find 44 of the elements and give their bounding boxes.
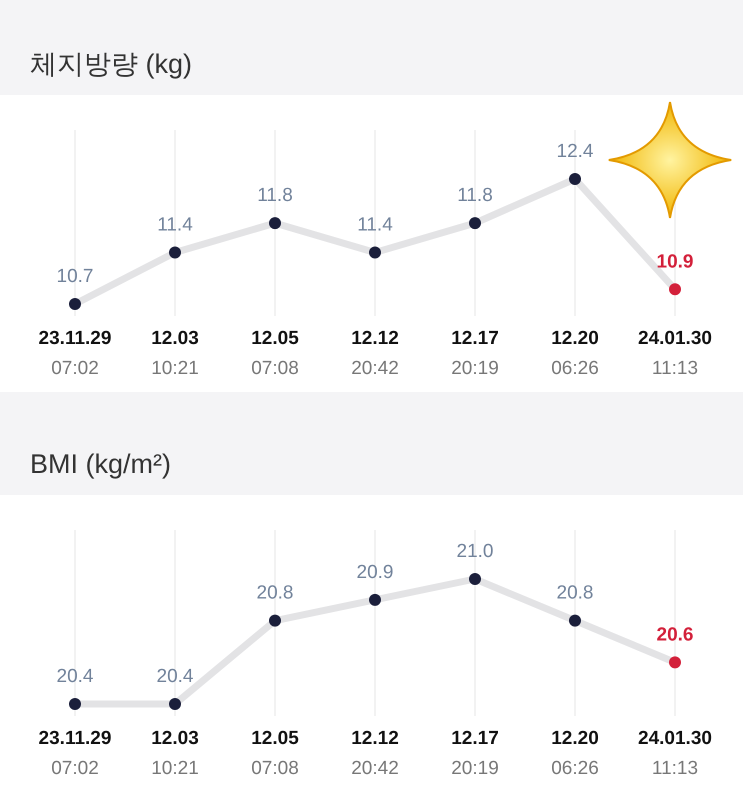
data-label: 20.8 bbox=[556, 582, 594, 604]
point bbox=[669, 656, 681, 668]
point bbox=[169, 698, 181, 710]
data-label: 20.6 bbox=[656, 624, 694, 646]
point bbox=[169, 246, 181, 259]
x-tick-label: 23.11.29 07:02 bbox=[38, 328, 112, 379]
x-tick-label: 12.12 20:42 bbox=[351, 328, 399, 379]
x-tick-label: 24.01.30 11:13 bbox=[638, 728, 712, 779]
x-tick-label: 12.20 06:26 bbox=[551, 728, 599, 779]
point bbox=[269, 217, 281, 230]
point bbox=[469, 217, 481, 230]
data-label: 10.9 bbox=[656, 251, 694, 272]
data-label: 20.9 bbox=[356, 562, 394, 583]
x-tick-label: 12.03 10:21 bbox=[151, 728, 199, 779]
data-label: 20.4 bbox=[156, 666, 194, 687]
data-label: 10.7 bbox=[56, 266, 94, 287]
chart-title: BMI (kg/m²) bbox=[30, 449, 171, 479]
x-tick-label: 23.11.29 07:02 bbox=[38, 728, 112, 779]
x-tick-label: 12.05 07:08 bbox=[251, 328, 300, 379]
chart-title: 체지방량 (kg) bbox=[30, 49, 192, 79]
point bbox=[669, 283, 681, 296]
data-label: 21.0 bbox=[456, 541, 494, 562]
data-label: 20.4 bbox=[56, 666, 94, 687]
data-label: 11.8 bbox=[457, 185, 493, 206]
data-label: 20.8 bbox=[256, 582, 294, 604]
x-tick-label: 12.17 20:19 bbox=[451, 728, 499, 779]
data-label: 12.4 bbox=[556, 141, 594, 162]
point bbox=[69, 298, 81, 310]
point bbox=[569, 614, 581, 627]
point bbox=[369, 594, 381, 606]
x-tick-label: 24.01.30 11:13 bbox=[638, 328, 712, 379]
x-tick-label: 12.03 10:21 bbox=[151, 328, 199, 379]
x-tick-label: 12.17 20:19 bbox=[451, 328, 499, 379]
data-label: 11.4 bbox=[357, 214, 394, 236]
point bbox=[369, 246, 381, 259]
point bbox=[69, 698, 81, 710]
point bbox=[569, 173, 581, 185]
point bbox=[269, 614, 281, 627]
data-label: 11.8 bbox=[257, 185, 293, 206]
data-label: 11.4 bbox=[157, 214, 194, 236]
point bbox=[469, 573, 481, 585]
x-tick-label: 12.20 06:26 bbox=[551, 328, 599, 379]
x-tick-label: 12.05 07:08 bbox=[251, 728, 300, 779]
x-tick-label: 12.12 20:42 bbox=[351, 728, 399, 779]
